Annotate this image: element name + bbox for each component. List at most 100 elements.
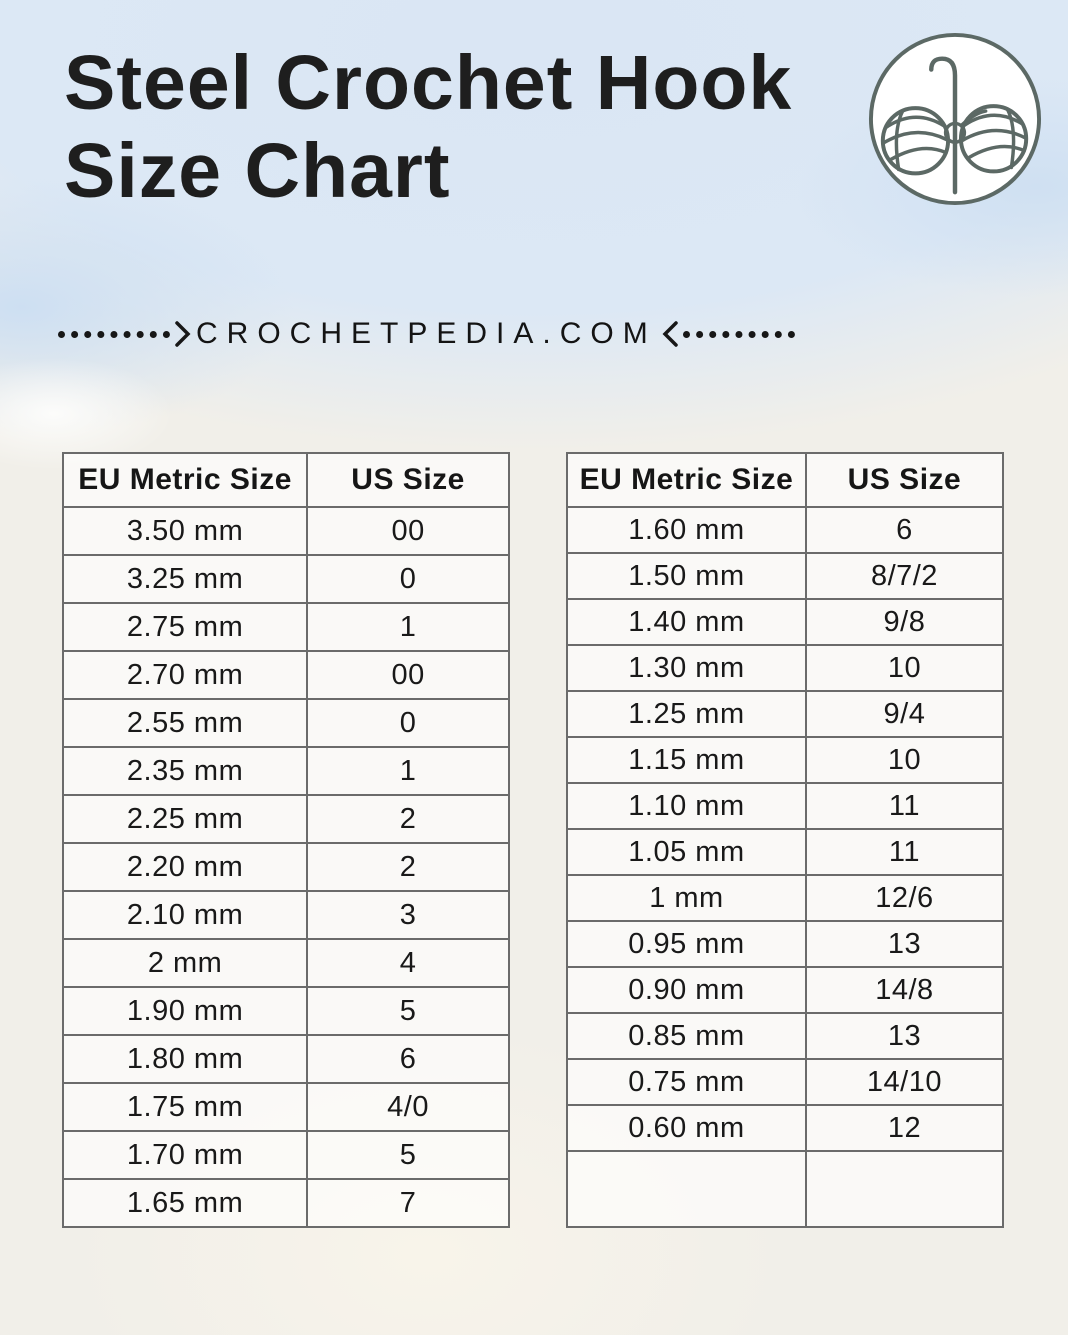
table-cell: 0.95 mm	[566, 920, 807, 968]
table-row: 2.70 mm 00	[61, 650, 510, 700]
table-cell: 2	[306, 794, 510, 844]
table-cell: 0	[306, 698, 510, 748]
table-cell: 12	[804, 1104, 1005, 1152]
steel-hook-size-table-2: EU Metric Size US Size 1.60 mm 6 1.50 mm 8/…	[566, 452, 1005, 1228]
website-banner: CROCHETPEDIA.COM	[58, 310, 795, 358]
table-row: 2.10 mm 3	[61, 890, 510, 940]
arrow-left-icon	[662, 321, 678, 347]
table-cell: 3	[306, 890, 510, 940]
table-row: 2.20 mm 2	[61, 842, 510, 892]
website-url: CROCHETPEDIA.COM	[196, 317, 657, 350]
table-cell: 2	[306, 842, 510, 892]
column-header-eu-metric-size: EU Metric Size	[61, 452, 309, 508]
header-row: EU Metric Size US Size	[61, 452, 510, 508]
table-cell: 0.60 mm	[566, 1104, 807, 1152]
table-cell: 9/8	[804, 598, 1005, 646]
dotted-line-right	[682, 330, 795, 338]
table-cell: 4/0	[306, 1082, 510, 1132]
table-cell: 1.25 mm	[566, 690, 807, 738]
table-cell: 1	[306, 746, 510, 796]
table-row: 1.25 mm 9/4	[566, 690, 1005, 738]
table-row: 1.50 mm 8/7/2	[566, 552, 1005, 600]
table-cell: 1 mm	[566, 874, 807, 922]
table-cell: 1	[306, 602, 510, 652]
table-head: EU Metric Size US Size	[61, 452, 510, 508]
column-header-us-size: US Size	[804, 452, 1005, 508]
table-cell: 11	[804, 828, 1005, 876]
table-row: 1.15 mm 10	[566, 736, 1005, 784]
table-row: 2.25 mm 2	[61, 794, 510, 844]
table-cell: 2.25 mm	[61, 794, 309, 844]
table-cell: 2.55 mm	[61, 698, 309, 748]
table-cell: 14/10	[804, 1058, 1005, 1106]
table-cell: 00	[306, 650, 510, 700]
dotted-line-left	[58, 330, 170, 338]
table-cell: 6	[804, 506, 1005, 554]
table-row	[566, 1150, 1005, 1228]
steel-hook-size-table-1: EU Metric Size US Size 3.50 mm 00 3.25 mm 0…	[61, 452, 510, 1228]
table-cell: 10	[804, 736, 1005, 784]
table-cell: 2.10 mm	[61, 890, 309, 940]
table-row: 1.05 mm 11	[566, 828, 1005, 876]
table-cell: 1.75 mm	[61, 1082, 309, 1132]
table-cell: 1.80 mm	[61, 1034, 309, 1084]
table-head: EU Metric Size US Size	[566, 452, 1005, 508]
table-cell: 0.75 mm	[566, 1058, 807, 1106]
table-row: 1.60 mm 6	[566, 506, 1005, 554]
table-row: 3.25 mm 0	[61, 554, 510, 604]
table-cell: 1.65 mm	[61, 1178, 309, 1228]
table-row: 1.30 mm 10	[566, 644, 1005, 692]
table-body: 1.60 mm 6 1.50 mm 8/7/2 1.40 mm 9/8 1.30 mm 10 1…	[566, 506, 1005, 1228]
table-cell: 1.60 mm	[566, 506, 807, 554]
table-row: 1.70 mm 5	[61, 1130, 510, 1180]
table-row: 1.10 mm 11	[566, 782, 1005, 830]
table-cell: 4	[306, 938, 510, 988]
table-row: 0.90 mm 14/8	[566, 966, 1005, 1014]
table-row: 2.35 mm 1	[61, 746, 510, 796]
table-cell: 9/4	[804, 690, 1005, 738]
table-cell: 1.30 mm	[566, 644, 807, 692]
table-row: 0.75 mm 14/10	[566, 1058, 1005, 1106]
table-cell: 0	[306, 554, 510, 604]
table-cell: 14/8	[804, 966, 1005, 1014]
table-row: 1.80 mm 6	[61, 1034, 510, 1084]
table-cell: 1.05 mm	[566, 828, 807, 876]
table-row: 0.60 mm 12	[566, 1104, 1005, 1152]
table-cell: 12/6	[804, 874, 1005, 922]
table-cell: 2.70 mm	[61, 650, 309, 700]
table-cell: 2.75 mm	[61, 602, 309, 652]
table-cell	[566, 1150, 807, 1228]
table-row: 1 mm 12/6	[566, 874, 1005, 922]
column-header-us-size: US Size	[306, 452, 510, 508]
table-cell: 1.70 mm	[61, 1130, 309, 1180]
table-row: 3.50 mm 00	[61, 506, 510, 556]
table-row: 1.90 mm 5	[61, 986, 510, 1036]
table-cell: 1.40 mm	[566, 598, 807, 646]
table-cell: 8/7/2	[804, 552, 1005, 600]
table-cell: 0.90 mm	[566, 966, 807, 1014]
table-cell: 2.35 mm	[61, 746, 309, 796]
table-row: 1.75 mm 4/0	[61, 1082, 510, 1132]
table-row: 2.75 mm 1	[61, 602, 510, 652]
table-cell: 2.20 mm	[61, 842, 309, 892]
table-cell	[804, 1150, 1005, 1228]
table-cell: 3.25 mm	[61, 554, 309, 604]
table-row: 0.85 mm 13	[566, 1012, 1005, 1060]
table-cell: 2 mm	[61, 938, 309, 988]
table-row: 1.65 mm 7	[61, 1178, 510, 1228]
table-cell: 11	[804, 782, 1005, 830]
table-cell: 00	[306, 506, 510, 556]
table-cell: 10	[804, 644, 1005, 692]
table-cell: 3.50 mm	[61, 506, 309, 556]
column-header-eu-metric-size: EU Metric Size	[566, 452, 807, 508]
page-title: Steel Crochet Hook Size Chart	[64, 40, 793, 214]
table-row: 0.95 mm 13	[566, 920, 1005, 968]
table-body: 3.50 mm 00 3.25 mm 0 2.75 mm 1 2.70 mm 00 2.55 m…	[61, 506, 510, 1228]
size-tables: EU Metric Size US Size 3.50 mm 00 3.25 mm 0…	[61, 452, 1005, 1228]
table-cell: 13	[804, 1012, 1005, 1060]
header-row: EU Metric Size US Size	[566, 452, 1005, 508]
table-cell: 1.15 mm	[566, 736, 807, 784]
table-row: 1.40 mm 9/8	[566, 598, 1005, 646]
table-cell: 1.90 mm	[61, 986, 309, 1036]
